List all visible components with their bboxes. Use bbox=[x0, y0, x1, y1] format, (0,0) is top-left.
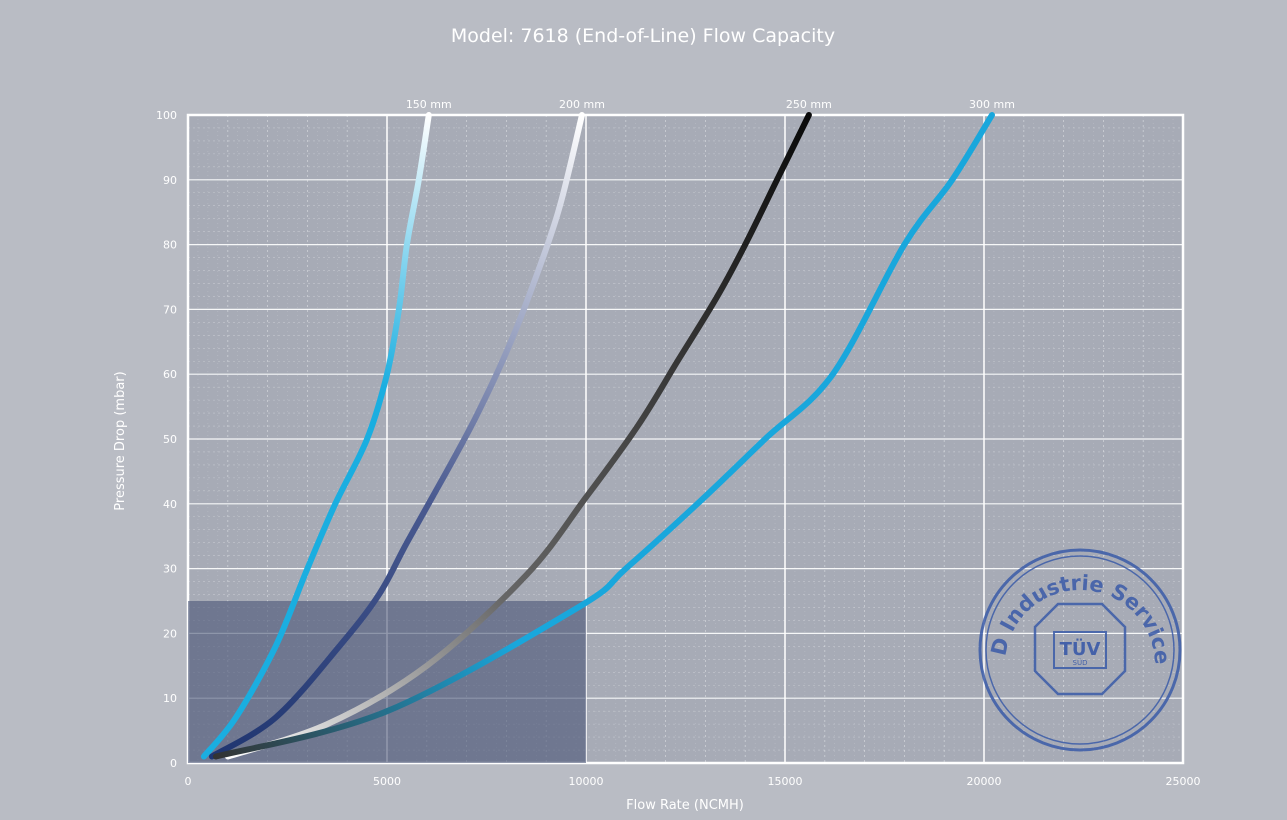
stamp-logo-text: TÜV bbox=[1060, 638, 1101, 660]
y-axis-label: Pressure Drop (mbar) bbox=[113, 371, 128, 510]
series-line-200-mm bbox=[208, 112, 585, 760]
x-tick-label: 15000 bbox=[768, 775, 803, 788]
plot-frame bbox=[186, 113, 1185, 765]
tick-labels: 0 5000 10000 15000 20000 25000 0 10 20 30 40 50 60 70… bbox=[156, 109, 1201, 788]
y-tick-label: 0 bbox=[170, 757, 177, 770]
x-tick-label: 10000 bbox=[569, 775, 604, 788]
stamp-logo-box bbox=[1053, 631, 1107, 669]
y-tick-label: 30 bbox=[163, 563, 177, 576]
series-label: 300 mm bbox=[969, 98, 1015, 111]
x-axis-label: Flow Rate (NCMH) bbox=[626, 798, 744, 813]
series-label: 250 mm bbox=[786, 98, 832, 111]
series-group bbox=[200, 112, 995, 760]
y-tick-label: 40 bbox=[163, 498, 177, 511]
y-tick-label: 10 bbox=[163, 692, 177, 705]
series-line-300-mm bbox=[212, 112, 995, 760]
stamp-logo-subtext: SÜD bbox=[1073, 658, 1088, 667]
chart-title: Model: 7618 (End-of-Line) Flow Capacity bbox=[451, 25, 835, 47]
y-tick-label: 90 bbox=[163, 174, 177, 187]
x-tick-label: 20000 bbox=[967, 775, 1002, 788]
x-tick-label: 5000 bbox=[373, 775, 401, 788]
x-tick-label: 0 bbox=[185, 775, 192, 788]
y-tick-label: 80 bbox=[163, 239, 177, 252]
x-tick-label: 25000 bbox=[1166, 775, 1201, 788]
stamp-inner-ring bbox=[985, 555, 1175, 745]
y-tick-label: 50 bbox=[163, 433, 177, 446]
series-label: 200 mm bbox=[559, 98, 605, 111]
series-line-150-mm bbox=[200, 112, 432, 760]
stamp-octagon bbox=[1033, 602, 1127, 696]
stamp-outer-ring bbox=[978, 548, 1182, 752]
series-labels: 150 mm 200 mm 250 mm 300 mm bbox=[406, 98, 1015, 111]
y-tick-label: 100 bbox=[156, 109, 177, 122]
y-tick-label: 20 bbox=[163, 627, 177, 640]
series-line-250-mm bbox=[224, 112, 812, 760]
series-label: 150 mm bbox=[406, 98, 452, 111]
y-tick-label: 70 bbox=[163, 303, 177, 316]
y-tick-label: 60 bbox=[163, 368, 177, 381]
